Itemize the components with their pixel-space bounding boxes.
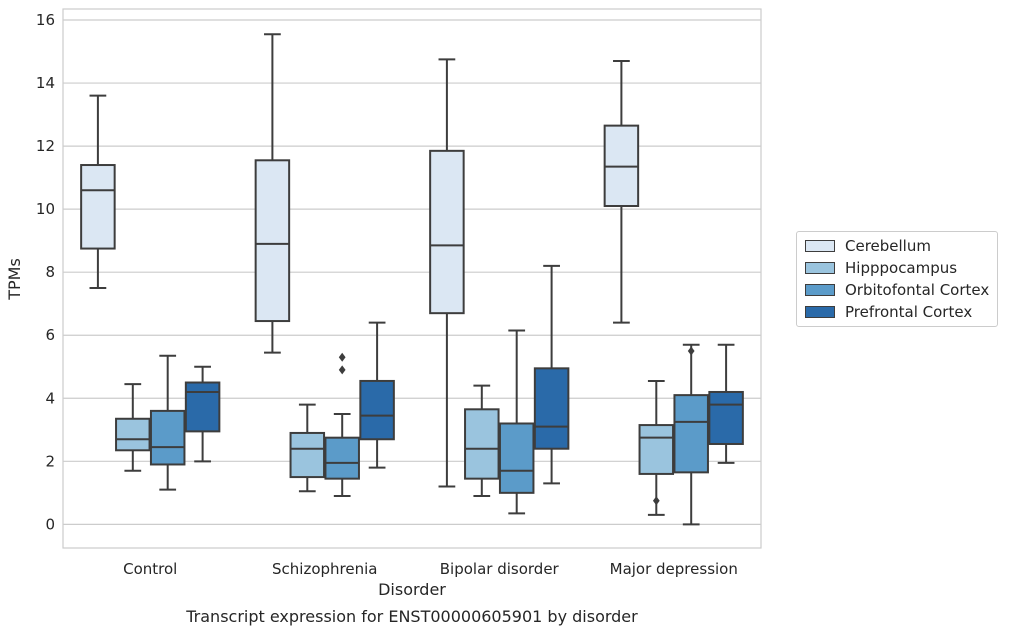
legend: Cerebellum Hipppocampus Orbitofontal Cor… (796, 231, 998, 327)
box-iqr (149, 409, 186, 466)
box-0-3 (603, 60, 640, 324)
box-3-3 (708, 343, 744, 464)
x-tick-label: Control (123, 560, 177, 578)
box-iqr (429, 149, 465, 315)
box-iqr (80, 164, 116, 250)
box-0-1 (254, 33, 291, 354)
y-axis-label: TPMs (5, 258, 24, 301)
legend-item-prefrontal: Prefrontal Cortex (805, 302, 972, 322)
box-1-2 (464, 384, 500, 497)
legend-label: Prefrontal Cortex (845, 303, 973, 321)
y-tick-label: 10 (36, 200, 55, 218)
legend-item-orbitofrontal: Orbitofontal Cortex (805, 280, 989, 300)
legend-swatch-hippocampus (805, 262, 835, 274)
y-tick-label: 0 (45, 515, 55, 533)
outlier-point (338, 365, 346, 375)
legend-label: Orbitofontal Cortex (845, 281, 990, 299)
x-tick-label: Bipolar disorder (440, 560, 560, 578)
legend-label: Cerebellum (845, 237, 931, 255)
box-iqr (533, 367, 570, 450)
box-iqr (254, 159, 291, 323)
box-3-0 (184, 365, 221, 463)
legend-swatch-prefrontal (805, 306, 835, 318)
box-0-0 (80, 94, 116, 289)
box-iqr (673, 394, 709, 474)
box-3-1 (359, 321, 395, 469)
box-2-2 (498, 329, 535, 515)
legend-label: Hipppocampus (845, 259, 958, 277)
outlier-point (652, 496, 660, 506)
legend-item-hippocampus: Hipppocampus (805, 258, 957, 278)
box-1-3 (638, 379, 675, 516)
box-iqr (638, 424, 675, 475)
chart-caption: Transcript expression for ENST0000060590… (185, 607, 638, 626)
y-tick-label: 6 (45, 326, 55, 344)
box-iqr (324, 436, 360, 480)
legend-item-cerebellum: Cerebellum (805, 236, 931, 256)
box-iqr (184, 381, 221, 433)
y-tick-label: 2 (45, 452, 55, 470)
x-tick-label: Schizophrenia (272, 560, 377, 578)
legend-swatch-cerebellum (805, 240, 835, 252)
y-tick-label: 4 (45, 389, 55, 407)
box-iqr (708, 390, 744, 445)
box-iqr (115, 417, 151, 452)
outlier-point (687, 346, 695, 356)
box-1-1 (289, 403, 326, 493)
box-0-2 (429, 58, 465, 488)
box-iqr (359, 379, 395, 441)
y-tick-label: 16 (36, 11, 55, 29)
box-1-0 (115, 383, 151, 472)
box-3-2 (533, 264, 570, 485)
y-tick-label: 8 (45, 263, 55, 281)
x-axis-label: Disorder (378, 580, 446, 599)
y-tick-label: 14 (36, 74, 55, 92)
y-tick-label: 12 (36, 137, 55, 155)
box-2-1 (324, 352, 360, 497)
box-2-3 (673, 343, 709, 526)
box-2-0 (149, 354, 186, 491)
box-iqr (464, 408, 500, 480)
outlier-point (338, 352, 346, 362)
legend-swatch-orbitofrontal (805, 284, 835, 296)
box-iqr (289, 431, 326, 479)
box-iqr (498, 422, 535, 494)
x-tick-label: Major depression (610, 560, 738, 578)
